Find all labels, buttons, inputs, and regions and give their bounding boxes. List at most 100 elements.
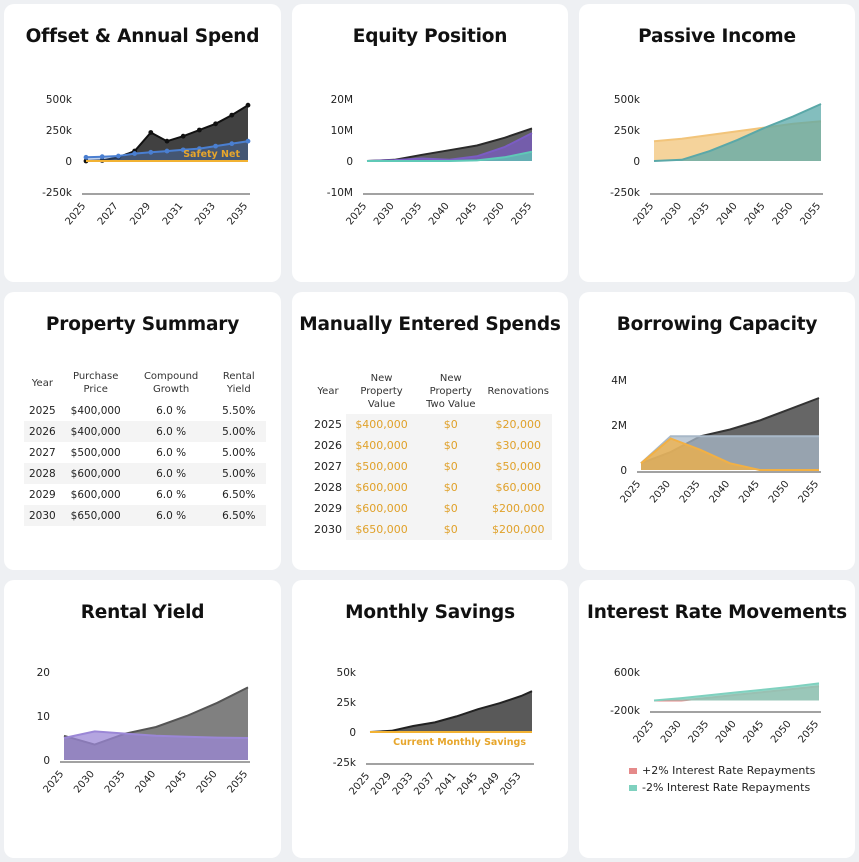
legend-swatch: [629, 784, 637, 791]
legend-item[interactable]: +2% Interest Rate Repayments: [629, 764, 815, 777]
y-tick-label: 10: [37, 711, 50, 723]
x-tick-label: 2049: [477, 771, 502, 798]
data-point: [99, 154, 105, 160]
x-tick-label: 2025: [632, 719, 657, 746]
y-tick-label: 0: [43, 755, 50, 767]
x-tick-label: 2045: [742, 719, 767, 746]
card-borrowing-capacity: Borrowing Capacity 4M 2M 0 2025 2030 2035 2040…: [579, 292, 855, 570]
x-tick-label: 2035: [687, 719, 712, 746]
series-line: [640, 437, 819, 471]
data-point: [83, 154, 89, 160]
cell: 2026: [24, 421, 61, 442]
y-tick-label: 250k: [46, 125, 73, 137]
x-tick-label: 2041: [434, 771, 459, 798]
card-title: Borrowing Capacity: [616, 314, 818, 335]
data-point: [148, 130, 154, 135]
cell: 6.0 %: [130, 421, 212, 442]
cell: 2029: [29, 488, 56, 501]
cell: 6.50%: [222, 488, 256, 501]
x-tick-label: 2055: [797, 719, 822, 746]
y-tick-label: 0: [620, 465, 627, 477]
legend-swatch: [629, 767, 637, 774]
y-tick-label: 500k: [614, 94, 641, 106]
card-title: Manually Entered Spends: [299, 314, 561, 335]
cell: $200,000: [484, 519, 552, 540]
x-tick-label: 2030: [659, 719, 684, 746]
x-tick-label: 2035: [226, 201, 251, 228]
card-monthly-savings: Monthly Savings 50k 25k 0 -25k 2025 2029 2033 2…: [292, 580, 568, 858]
cell: 2025: [29, 404, 56, 417]
card-rental-yield: Rental Yield 20 10 0 2025 2030 2035 2040 2045 20…: [4, 580, 281, 858]
series-line: [653, 682, 820, 702]
data-point: [132, 151, 138, 156]
x-tick-label: 2055: [799, 201, 824, 228]
cell: $400,000: [70, 404, 121, 417]
y-tick-label: -250k: [610, 187, 641, 199]
card-title: Interest Rate Movements: [587, 602, 847, 623]
series-area: [370, 691, 532, 732]
x-tick-label: 2050: [482, 201, 507, 228]
property-summary-table: Year Purchase Price Compound Growth Rent…: [24, 366, 266, 526]
cell: $600,000: [70, 488, 121, 501]
x-tick-label: 2035: [687, 201, 712, 228]
passive-chart: 500k 250k 0 -250k 2025 2030 2035 2040 2045 2050 20…: [610, 94, 824, 228]
y-tick-label: 20: [37, 667, 50, 679]
card-manual-spends: Manually Entered Spends Year New Propert…: [292, 292, 568, 570]
data-point: [245, 138, 251, 144]
data-point: [229, 112, 235, 118]
x-tick-label: 2030: [72, 769, 97, 796]
card-title: Monthly Savings: [345, 602, 515, 623]
x-tick-label: 2025: [64, 201, 89, 228]
y-tick-label: 600k: [614, 667, 641, 679]
cell: $500,000: [70, 446, 121, 459]
x-tick-label: 2025: [348, 771, 373, 798]
x-tick-label: 2031: [161, 201, 186, 228]
card-property-summary: Property Summary Year Purchase Price Com…: [4, 292, 281, 570]
x-tick-label: 2035: [400, 201, 425, 228]
cell: $0: [417, 435, 485, 456]
x-tick-label: 2055: [510, 201, 535, 228]
y-tick-label: 25k: [337, 697, 357, 709]
series-line: [369, 690, 533, 733]
card-equity-position: Equity Position 20M 10M 0 -10M 2025 2030 2035 2…: [292, 4, 568, 282]
y-tick-label: 500k: [46, 94, 73, 106]
cell: 2025: [314, 418, 342, 431]
cell: $0: [417, 414, 485, 435]
x-tick-label: 2025: [42, 769, 67, 796]
savings-chart: 50k 25k 0 -25k 20252029203320372041204520492…: [333, 667, 534, 798]
table-row: 2028 $600,000 $0 $60,000: [310, 477, 552, 498]
table-row: 2027 $500,000 6.0 % 5.00%: [24, 442, 266, 463]
rental-chart: 20 10 0 2025 2030 2035 2040 2045 2050 2055: [37, 667, 251, 796]
x-tick-label: 2050: [771, 201, 796, 228]
series-line: [640, 435, 819, 465]
series-annotation: Safety Net: [183, 149, 240, 160]
y-tick-label: -200k: [610, 705, 641, 717]
x-tick-label: 2033: [193, 201, 218, 228]
cell: $200,000: [484, 498, 552, 519]
cell: 5.50%: [222, 404, 256, 417]
x-tick-label: 2037: [412, 771, 437, 798]
y-tick-label: 250k: [614, 125, 641, 137]
x-tick-label: 2045: [456, 771, 481, 798]
cell: $0: [417, 456, 485, 477]
legend-label: -2% Interest Rate Repayments: [642, 781, 811, 794]
data-point: [197, 146, 202, 152]
series-line: [367, 150, 533, 162]
y-tick-label: 0: [349, 727, 356, 739]
series-area: [367, 151, 532, 161]
x-tick-label: 2040: [134, 769, 159, 796]
column-header: Rental Yield: [222, 371, 255, 395]
series-area: [367, 133, 532, 161]
cell: $20,000: [484, 414, 552, 435]
x-tick-label: 2040: [715, 201, 740, 228]
x-tick-label: 2030: [372, 201, 397, 228]
y-tick-label: 50k: [337, 667, 357, 679]
data-point: [116, 153, 121, 159]
cell: $650,000: [60, 505, 131, 526]
legend-item[interactable]: -2% Interest Rate Repayments: [629, 781, 810, 794]
x-tick-label: 2035: [678, 479, 703, 506]
data-point: [213, 143, 219, 149]
cell: 6.0 %: [156, 404, 187, 417]
column-header: Year: [31, 377, 53, 389]
card-title: Offset & Annual Spend: [25, 26, 260, 47]
